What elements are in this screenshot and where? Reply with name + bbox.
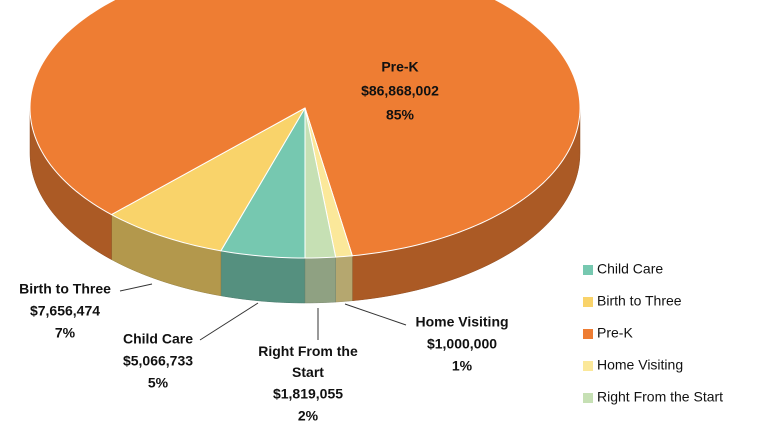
data-label-line: Start — [292, 364, 324, 380]
data-label: 1% — [452, 358, 473, 374]
data-label: Right From the Start — [258, 343, 358, 380]
legend-label: Right From the Start — [597, 389, 723, 405]
data-label: $5,066,733 — [123, 353, 193, 369]
data-label: Home Visiting — [415, 314, 508, 330]
data-label: Pre-K — [381, 59, 418, 75]
legend: Child Care Birth to Three Pre-K Home Visiti… — [583, 261, 723, 405]
data-label: $86,868,002 — [361, 83, 439, 99]
data-label: 5% — [148, 375, 169, 391]
data-labels: Child Care $5,066,733 5% Birth to Three $7,6… — [19, 59, 508, 424]
legend-swatch — [583, 393, 593, 403]
pie-slice — [29, 0, 581, 257]
leader-line — [199, 302, 259, 341]
pie-side — [335, 255, 353, 303]
leader-line — [344, 303, 407, 326]
data-label: Birth to Three — [19, 281, 111, 297]
data-label: $1,819,055 — [273, 386, 343, 402]
legend-swatch — [583, 297, 593, 307]
pie-slice — [220, 106, 306, 259]
legend-label: Child Care — [597, 261, 663, 277]
pie-slice — [304, 107, 337, 259]
pie-side — [304, 256, 336, 304]
legend-swatch — [583, 265, 593, 275]
legend-swatch — [583, 361, 593, 371]
legend-label: Pre-K — [597, 325, 633, 341]
data-label: 85% — [386, 107, 415, 123]
legend-label: Birth to Three — [597, 293, 682, 309]
data-label-line: Right From the — [258, 343, 358, 359]
pie-tops — [29, 0, 581, 259]
pie-slice — [110, 106, 307, 252]
data-label: Child Care — [123, 331, 193, 347]
data-label: 2% — [298, 408, 319, 424]
data-label: 7% — [55, 325, 76, 341]
data-label: $1,000,000 — [427, 336, 497, 352]
pie-side — [220, 250, 306, 304]
data-label: $7,656,474 — [30, 303, 100, 319]
legend-label: Home Visiting — [597, 357, 683, 373]
leader-line — [119, 283, 153, 292]
legend-swatch — [583, 329, 593, 339]
